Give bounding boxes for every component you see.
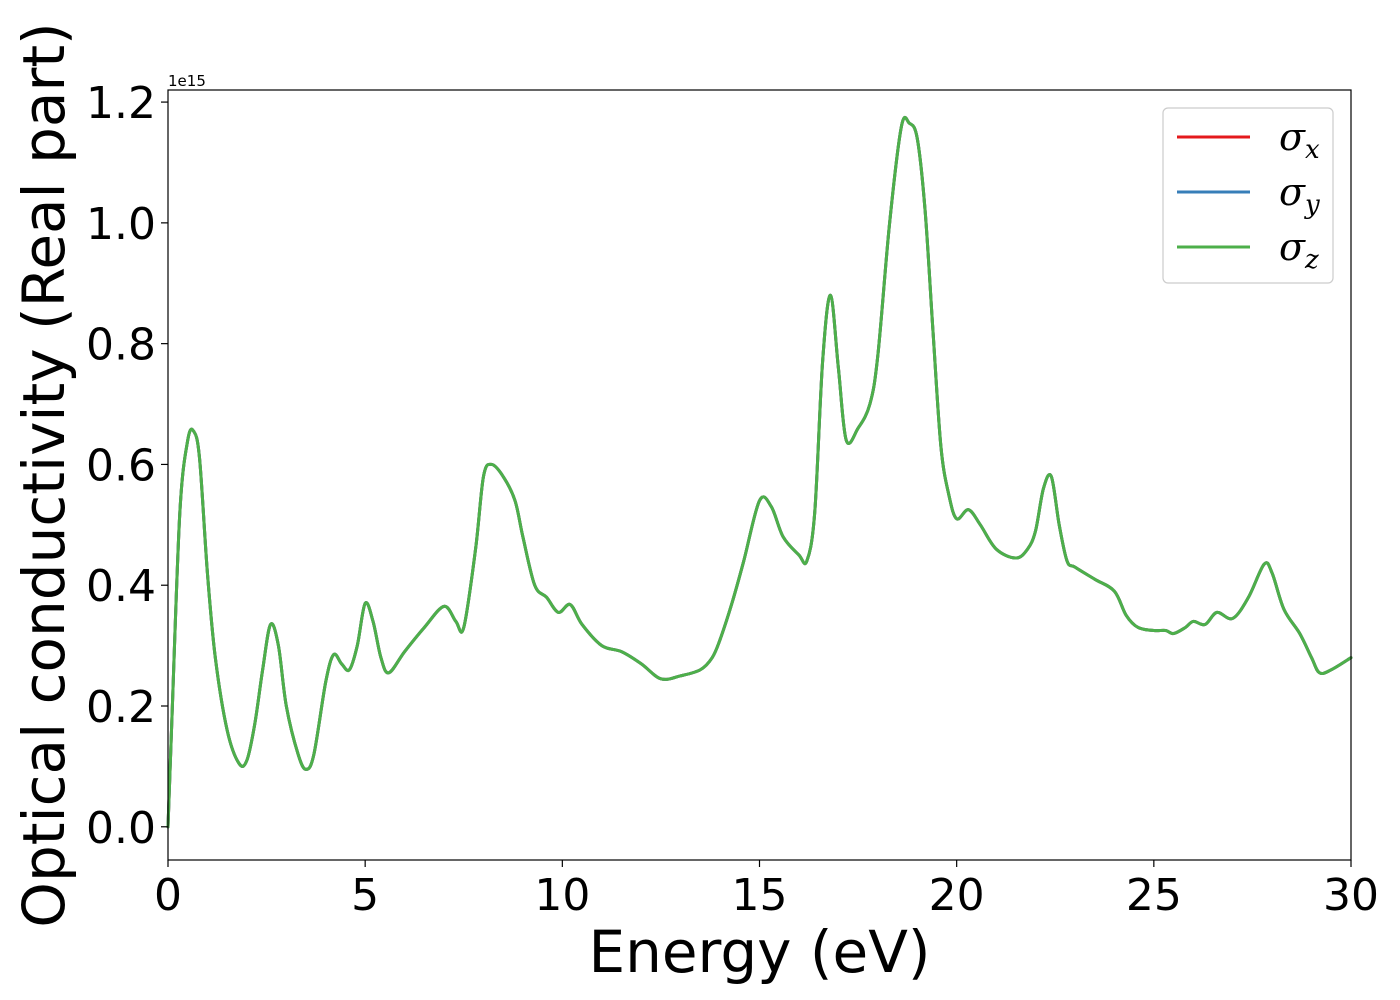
x-tick-label: 5	[351, 870, 379, 921]
x-tick-label: 10	[534, 870, 590, 921]
y-axis-title: Optical conductivity (Real part)	[10, 22, 78, 927]
y-tick-label: 0.6	[86, 440, 156, 491]
legend-label-z: σz	[1279, 225, 1319, 275]
y-tick-label: 0.2	[86, 682, 156, 733]
y-tick-label: 0.8	[86, 320, 156, 371]
x-tick-label: 30	[1323, 870, 1379, 921]
series-layer	[166, 115, 1353, 829]
legend-label-x: σx	[1279, 115, 1320, 165]
x-tick-label: 20	[929, 870, 985, 921]
x-tick-label: 25	[1126, 870, 1182, 921]
legend-box	[1162, 107, 1334, 284]
y-tick-label: 1.0	[86, 199, 156, 250]
x-tick-label: 15	[732, 870, 788, 921]
y-tick-label: 1.2	[86, 78, 156, 129]
x-axis-ticks: 0 5 10 15 20 25 30	[154, 860, 1379, 921]
y-tick-label: 0.4	[86, 561, 156, 612]
x-tick-label: 0	[154, 870, 182, 921]
x-axis-title: Energy (eV)	[588, 918, 930, 986]
y-tick-label: 0.0	[86, 803, 156, 854]
legend-label-y: σy	[1279, 170, 1320, 220]
y-axis-ticks: 0.0 0.2 0.4 0.6 0.8 1.0 1.2	[86, 78, 168, 854]
y-offset-label: 1e15	[168, 72, 206, 90]
series-line-z	[166, 115, 1353, 829]
